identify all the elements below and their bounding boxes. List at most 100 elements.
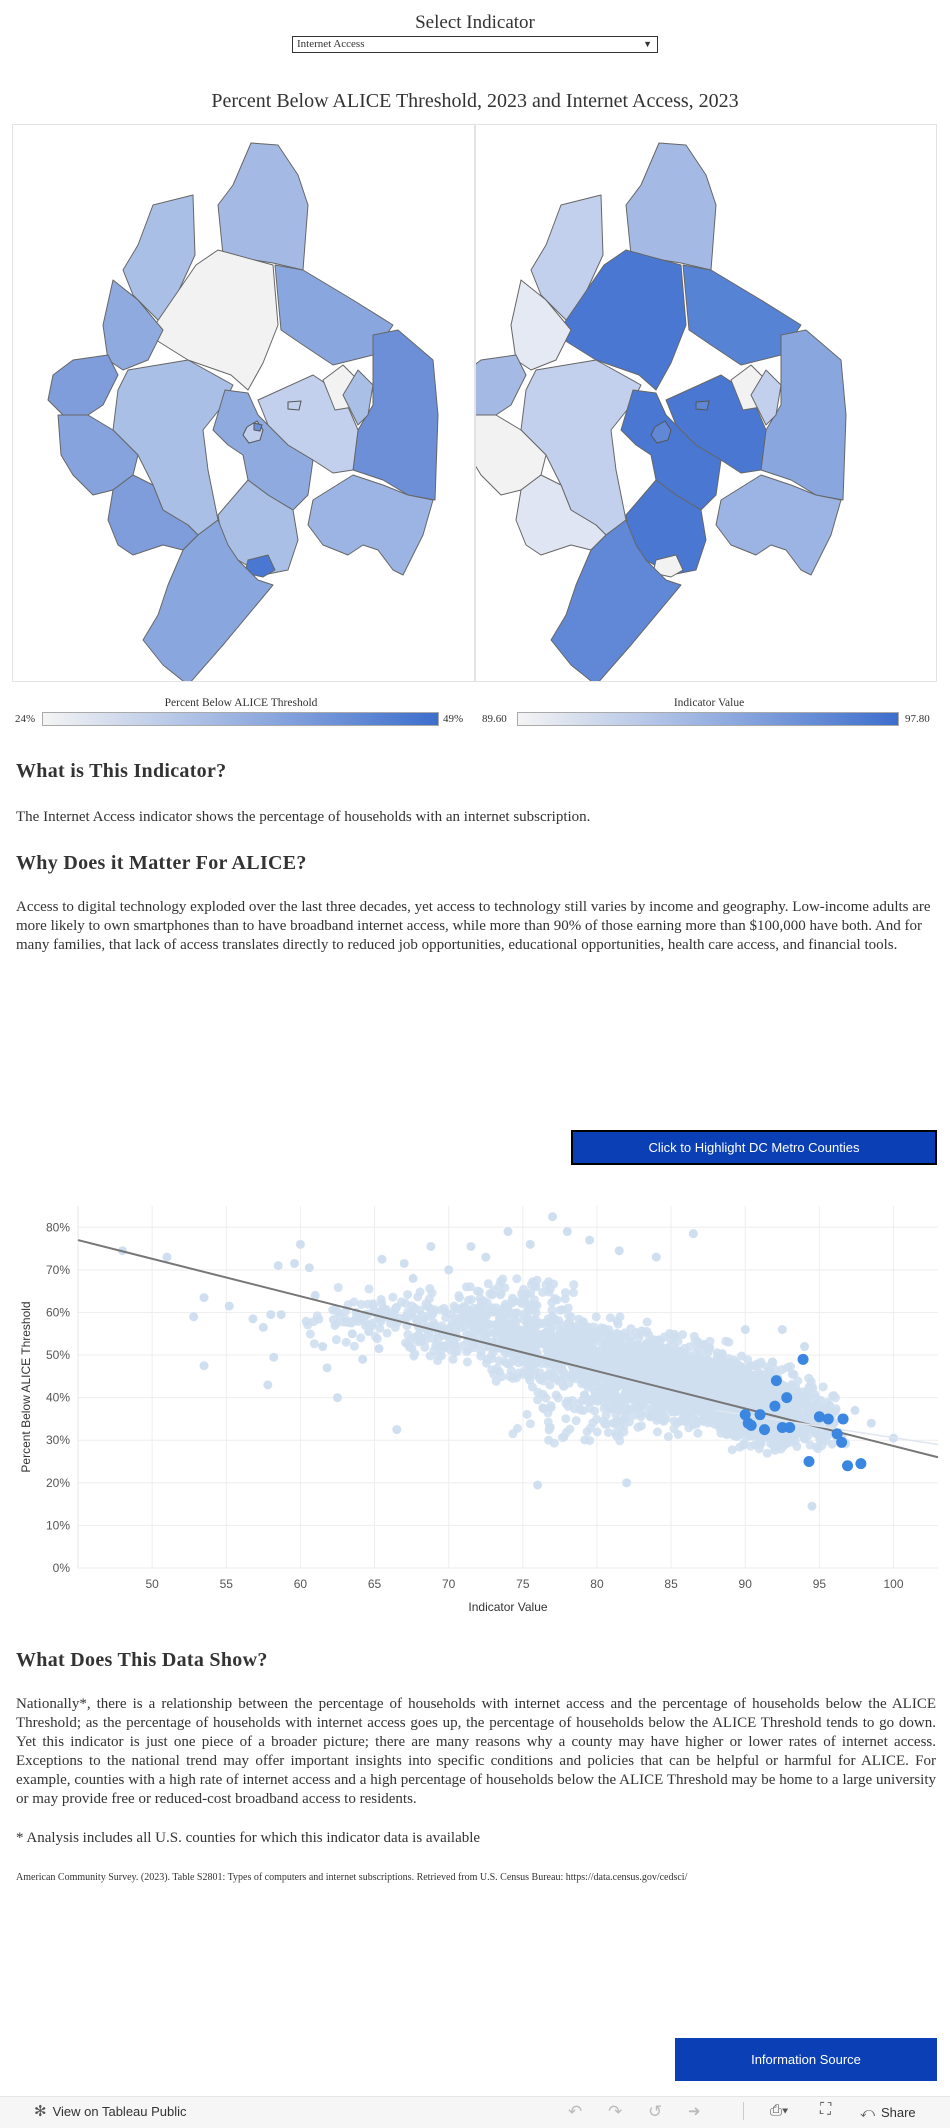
county-point	[657, 1405, 667, 1415]
county-point	[519, 1284, 529, 1294]
county-point	[483, 1279, 493, 1289]
revert-icon[interactable]: ↺	[648, 2102, 663, 2121]
information-source-button[interactable]: Information Source	[675, 2038, 937, 2081]
x-tick-label: 65	[368, 1577, 382, 1591]
county-point	[640, 1400, 650, 1410]
county-point	[562, 1227, 572, 1237]
county-point	[263, 1380, 273, 1390]
county-point	[643, 1408, 653, 1418]
share-icon: ⤺	[860, 2104, 875, 2120]
map-indicator-value[interactable]	[455, 124, 937, 686]
county-point	[575, 1405, 585, 1415]
scatter-chart[interactable]: 50 55 60 65 70 75 80 85 90 95 100 0% 10% 20% 30% 40% 50%…	[0, 1178, 950, 1628]
county-point	[333, 1283, 343, 1293]
county-point	[585, 1235, 595, 1245]
county-point	[602, 1386, 612, 1396]
county-point	[707, 1404, 717, 1414]
county-point	[331, 1304, 341, 1314]
county-point	[574, 1314, 584, 1324]
county-point	[826, 1403, 836, 1413]
county-point	[659, 1416, 669, 1426]
redo-icon[interactable]: ↷	[608, 2102, 623, 2121]
county-point	[330, 1320, 340, 1330]
county-point	[777, 1325, 787, 1335]
legend-alice-gradient	[42, 712, 439, 726]
county-point	[615, 1353, 625, 1363]
county-point	[392, 1425, 402, 1435]
county-point	[318, 1342, 328, 1352]
county-point	[604, 1364, 614, 1374]
share-button[interactable]: ⤺ Share	[860, 2104, 916, 2121]
county-point	[603, 1374, 613, 1384]
county-point	[444, 1265, 454, 1275]
county-shape	[555, 249, 687, 391]
county-point	[331, 1335, 341, 1345]
matter-text: Access to digital technology exploded ov…	[16, 899, 931, 953]
county-point	[677, 1368, 687, 1378]
county-point	[514, 1368, 524, 1378]
county-point	[349, 1341, 359, 1351]
x-tick-label: 100	[884, 1577, 904, 1591]
county-point	[777, 1365, 787, 1375]
county-point	[566, 1312, 576, 1322]
county-point	[592, 1427, 602, 1437]
county-point	[507, 1297, 517, 1307]
county-point	[583, 1368, 593, 1378]
undo-icon[interactable]: ↶	[568, 2102, 583, 2121]
analysis-note: * Analysis includes all U.S. counties fo…	[16, 1830, 481, 1846]
county-point	[497, 1314, 507, 1324]
county-shape	[47, 354, 119, 416]
county-point	[356, 1333, 366, 1343]
county-point	[732, 1423, 742, 1433]
county-point	[594, 1395, 604, 1405]
county-point	[625, 1365, 635, 1375]
county-shape	[102, 279, 164, 371]
county-point	[598, 1416, 608, 1426]
county-point	[661, 1357, 671, 1367]
legend-indicator-min: 89.60	[482, 713, 507, 725]
county-point	[458, 1341, 468, 1351]
county-point	[309, 1339, 319, 1349]
x-tick-label: 60	[294, 1577, 308, 1591]
county-point	[551, 1390, 561, 1400]
county-point	[719, 1413, 729, 1423]
county-point	[189, 1312, 199, 1322]
county-point	[693, 1428, 703, 1438]
fullscreen-icon[interactable]: ⛶	[820, 2101, 832, 2118]
county-point	[817, 1441, 827, 1451]
county-point	[630, 1403, 640, 1413]
county-point	[502, 1359, 512, 1369]
highlight-dc-metro-button[interactable]: Click to Highlight DC Metro Counties	[571, 1130, 937, 1165]
x-tick-label: 70	[442, 1577, 456, 1591]
county-point	[375, 1323, 385, 1333]
county-point	[569, 1280, 579, 1290]
indicator-dropdown[interactable]: Internet Access ▼	[292, 36, 658, 53]
county-point	[621, 1344, 631, 1354]
download-icon[interactable]: ⎙▾	[770, 2102, 789, 2119]
county-point	[620, 1328, 630, 1338]
y-tick-label: 50%	[46, 1348, 70, 1362]
select-indicator-title: Select Indicator	[415, 12, 535, 33]
county-point	[464, 1330, 474, 1340]
county-point	[480, 1304, 490, 1314]
county-point	[538, 1287, 548, 1297]
view-on-tableau-link[interactable]: ✻ View on Tableau Public	[34, 2104, 187, 2119]
county-point	[545, 1380, 555, 1390]
pause-icon[interactable]: ➜	[688, 2103, 701, 2120]
county-point	[368, 1318, 378, 1328]
map-alice-threshold[interactable]	[12, 124, 475, 686]
county-point	[421, 1299, 431, 1309]
x-tick-label: 80	[590, 1577, 604, 1591]
county-point	[648, 1396, 658, 1406]
county-point	[505, 1371, 515, 1381]
y-tick-label: 30%	[46, 1433, 70, 1447]
county-point	[751, 1394, 761, 1404]
county-point	[547, 1305, 557, 1315]
alice-county-map	[47, 142, 439, 686]
county-point	[305, 1329, 315, 1339]
county-point	[503, 1227, 513, 1237]
county-point	[199, 1293, 209, 1303]
county-point	[520, 1357, 530, 1367]
county-point	[549, 1438, 559, 1448]
county-point	[587, 1352, 597, 1362]
